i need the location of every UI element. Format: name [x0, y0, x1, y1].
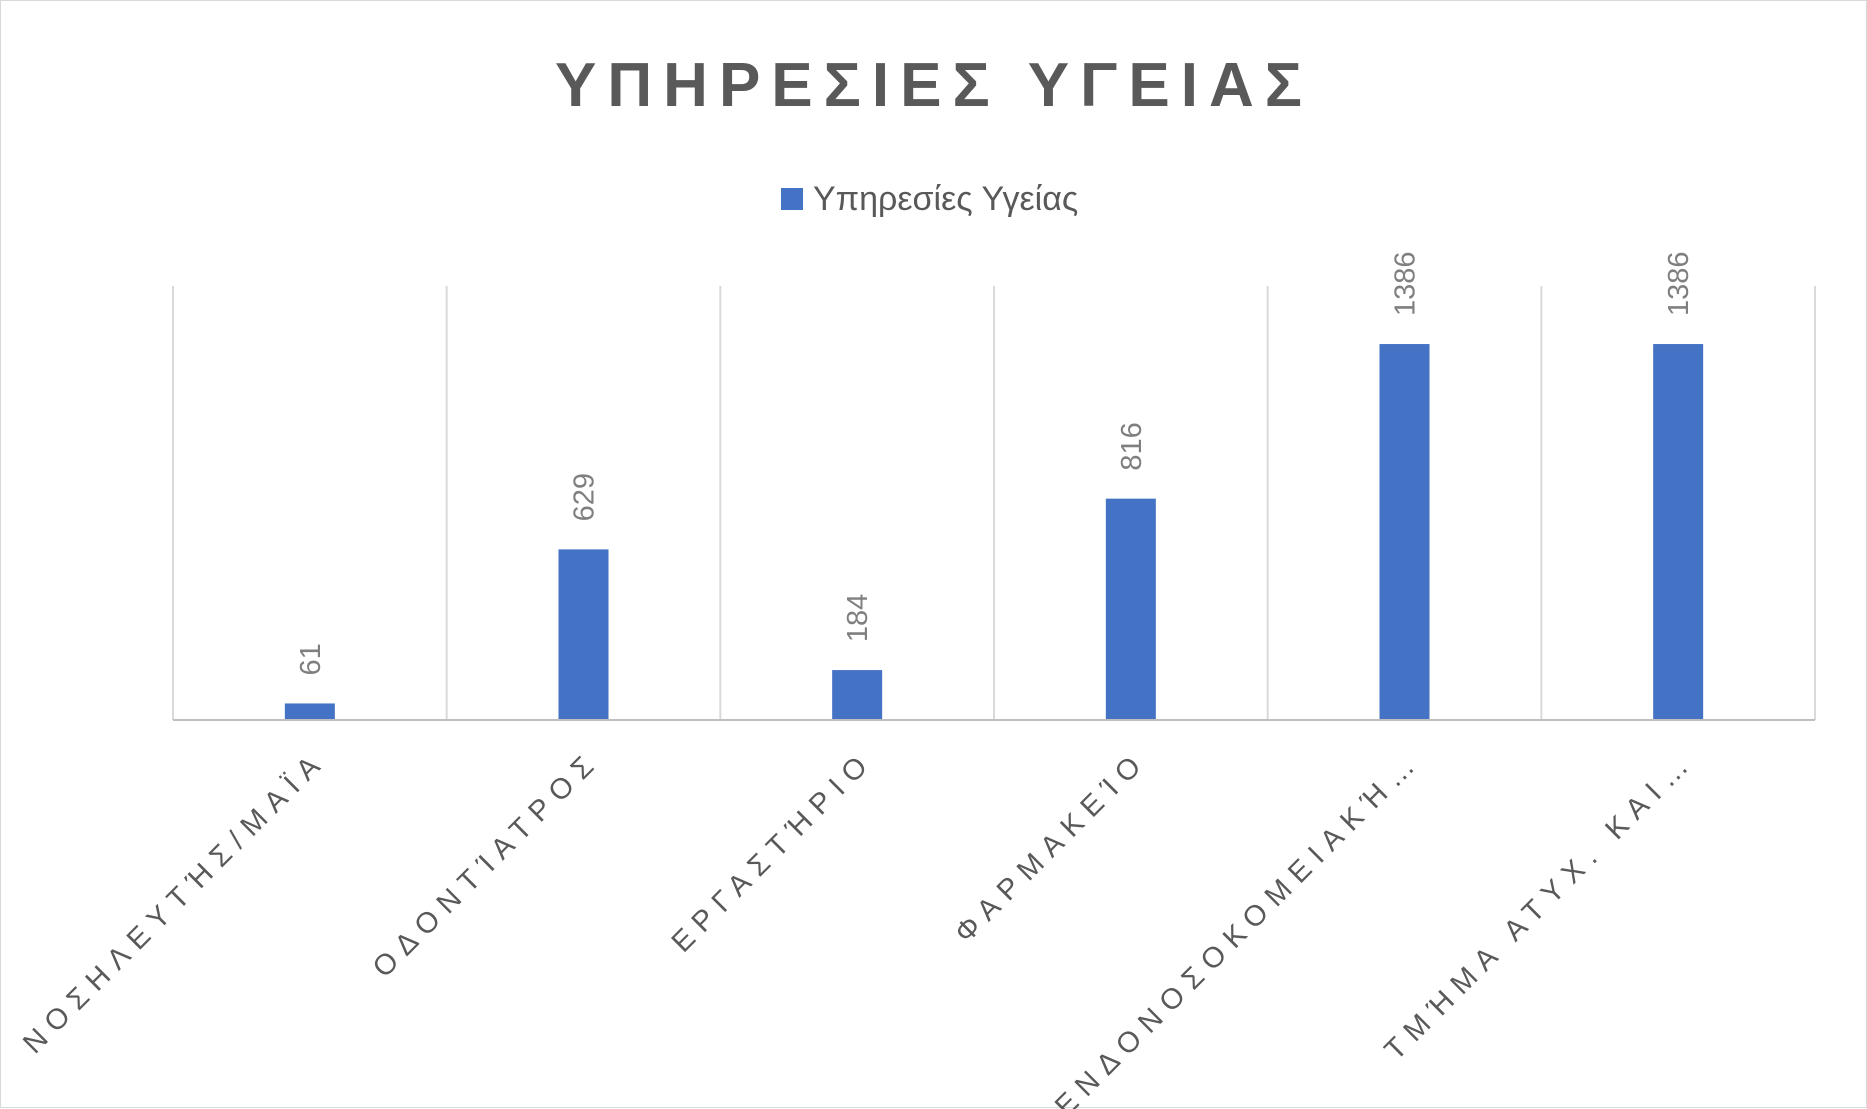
data-labels: 61 629 184 816 1386 1386: [295, 252, 1695, 676]
bar: [1379, 344, 1430, 720]
chart-title: ΥΠΗΡΕΣΙΕΣ ΥΓΕΙΑΣ: [555, 51, 1313, 120]
legend-label: Υπηρεσίες Υγείας: [813, 180, 1078, 218]
data-label: 61: [295, 643, 327, 675]
data-label: 1386: [1390, 252, 1422, 317]
bar: [1105, 498, 1156, 720]
data-label: 816: [1116, 422, 1148, 470]
category-tick-label: ΟΔΟΝΤΊΑΤΡΟΣ: [367, 744, 607, 984]
legend: Υπηρεσίες Υγείας: [781, 180, 1078, 218]
data-label: 1386: [1663, 252, 1695, 317]
category-tick-label: ΤΜΉΜΑ ΑΤΥΧ. ΚΑΙ…: [1379, 744, 1701, 1066]
data-label: 629: [569, 473, 601, 521]
category-tick-label: ΝΟΣΗΛΕΥΤΉΣ/ΜΑΪΑ: [17, 744, 333, 1060]
bar: [284, 703, 335, 720]
category-labels: ΝΟΣΗΛΕΥΤΉΣ/ΜΑΪΑ ΟΔΟΝΤΊΑΤΡΟΣ ΕΡΓΑΣΤΉΡΙΟ ΦΑΡΜ…: [17, 744, 1701, 1109]
bar: [1653, 344, 1704, 720]
data-label: 184: [842, 594, 874, 642]
bar: [558, 549, 609, 720]
legend-swatch: [781, 188, 803, 210]
category-tick-label: ΦΑΡΜΑΚΕΊΟ: [949, 744, 1154, 949]
bar: [832, 670, 883, 720]
gridlines: [172, 286, 1816, 720]
category-tick-label: ΕΡΓΑΣΤΉΡΙΟ: [666, 744, 880, 958]
bars: [284, 344, 1704, 720]
